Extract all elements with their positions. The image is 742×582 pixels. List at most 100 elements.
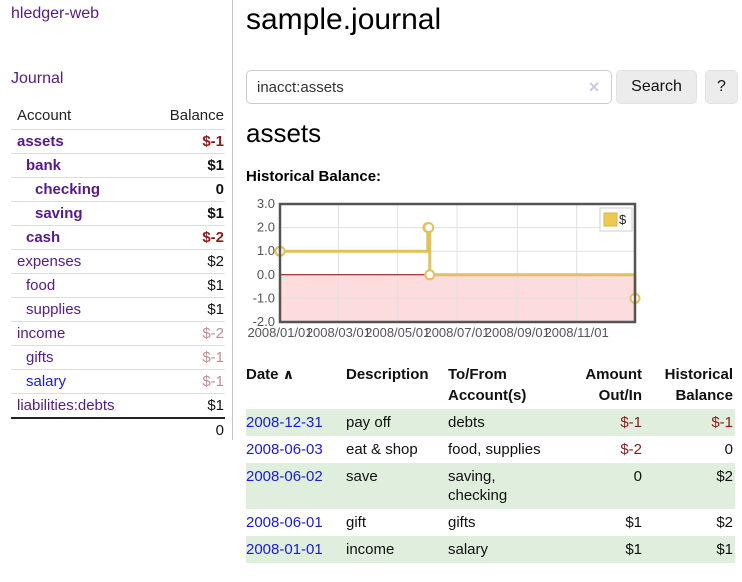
register-table: Date ∧ Description To/From Account(s) Am… (246, 361, 735, 563)
accounts-header-balance: Balance (169, 107, 224, 124)
account-balance: $-1 (145, 345, 225, 370)
account-balance: $-1 (145, 369, 225, 394)
y-axis-tick-label: -2.0 (253, 314, 275, 329)
transaction-description: income (346, 541, 395, 558)
register-header-amount: Amount Out/In (585, 366, 642, 404)
transaction-historical-balance: 0 (724, 441, 733, 458)
x-axis-tick-label: 2008/05/01 (365, 325, 430, 340)
account-balance: 0 (145, 177, 225, 202)
search-bar: × Search ? (246, 70, 742, 104)
account-link[interactable]: assets (17, 133, 64, 150)
account-link[interactable]: gifts (26, 349, 54, 366)
help-button[interactable]: ? (705, 70, 738, 104)
transaction-amount: $-2 (620, 441, 642, 458)
account-row: gifts $-1 (11, 345, 225, 370)
transaction-date-link[interactable]: 2008-06-03 (246, 441, 323, 458)
legend-label: $ (619, 212, 627, 227)
account-balance: $1 (145, 297, 225, 322)
register-row: 2008-06-01 gift gifts $1 $2 (246, 509, 735, 536)
plot-border (278, 202, 637, 324)
account-balance: $1 (145, 201, 225, 226)
page-title: sample.journal (246, 3, 442, 36)
x-axis-tick-label: 2008/09/01 (485, 325, 550, 340)
accounts-total-value: 0 (145, 417, 225, 442)
x-axis-tick-label: 2008/11/01 (545, 325, 609, 340)
chart-title: Historical Balance: (246, 168, 382, 185)
data-point (423, 222, 435, 234)
y-axis-tick-label: -1.0 (253, 290, 275, 305)
register-header-description: Description (346, 366, 429, 383)
y-axis-tick-label: 2.0 (257, 220, 275, 235)
account-link[interactable]: cash (26, 229, 61, 246)
account-row: food $1 (11, 273, 225, 298)
account-link[interactable]: checking (35, 181, 101, 198)
account-balance: $1 (145, 273, 225, 298)
account-row: supplies $1 (11, 297, 225, 322)
register-row: 2008-06-02 save saving, checking 0 $2 (246, 463, 735, 509)
account-link[interactable]: expenses (17, 253, 82, 270)
account-link[interactable]: supplies (26, 301, 82, 318)
account-row: expenses $2 (11, 249, 225, 274)
register-header-tofrom: To/From Account(s) (448, 366, 527, 404)
account-balance: $-2 (145, 321, 225, 346)
account-heading: assets (246, 118, 322, 148)
search-input[interactable] (246, 70, 612, 104)
register-row: 2008-06-03 eat & shop food, supplies $-2 0 (246, 436, 735, 463)
account-balance: $-1 (145, 129, 225, 154)
x-axis-tick-label: 2008/01/01 (247, 325, 312, 340)
y-axis-tick-label: 1.0 (257, 243, 275, 258)
transaction-amount: $1 (625, 514, 642, 531)
account-link[interactable]: income (17, 325, 66, 342)
account-balance: $1 (145, 393, 225, 418)
account-link[interactable]: liabilities:debts (17, 397, 115, 414)
sidebar: hledger-web Journal Account Balance asse… (0, 0, 233, 442)
sidebar-item-journal[interactable]: Journal (11, 70, 64, 87)
register-row: 2008-01-01 income salary $1 $1 (246, 536, 735, 563)
account-balance: $2 (145, 249, 225, 274)
account-row: liabilities:debts $1 (11, 393, 225, 418)
transaction-historical-balance: $1 (716, 541, 733, 558)
accounts-total-row: 0 (11, 417, 225, 442)
data-point (424, 269, 436, 281)
x-axis-tick-label: 2008/07/01 (424, 325, 489, 340)
accounts-table: Account Balance assets $-1 bank $1 checking 0… (11, 103, 225, 442)
account-row: bank $1 (11, 153, 225, 178)
transaction-date-link[interactable]: 2008-06-02 (246, 468, 323, 485)
transaction-date-link[interactable]: 2008-01-01 (246, 541, 323, 558)
transaction-historical-balance: $2 (716, 514, 733, 531)
account-row: income $-2 (11, 321, 225, 346)
transaction-accounts: salary (448, 541, 489, 558)
transaction-historical-balance: $-1 (711, 414, 733, 431)
transaction-accounts: gifts (448, 514, 476, 531)
transaction-date-link[interactable]: 2008-12-31 (246, 414, 323, 431)
register-header-date[interactable]: Date ∧ (246, 366, 295, 383)
transaction-date-link[interactable]: 2008-06-01 (246, 514, 323, 531)
account-row: assets $-1 (11, 129, 225, 154)
account-balance: $1 (145, 153, 225, 178)
y-axis-tick-label: 3.0 (257, 196, 275, 211)
historical-balance-chart: $3.0 2.0 1.0 0.0 -1.0 -2.0 2008/01/01 2008/03/0… (238, 194, 648, 346)
sort-asc-icon: ∧ (282, 366, 295, 382)
clear-search-icon[interactable]: × (588, 77, 600, 97)
account-balance: $-2 (145, 225, 225, 250)
account-row: salary $-1 (11, 369, 225, 394)
x-axis-tick-label: 2008/03/01 (306, 325, 371, 340)
account-link[interactable]: saving (35, 205, 83, 222)
account-row: saving $1 (11, 201, 225, 226)
search-button[interactable]: Search (616, 70, 697, 104)
y-axis-tick-label: 0.0 (257, 267, 275, 282)
transaction-accounts: food, supplies (448, 441, 541, 458)
transaction-accounts: debts (448, 414, 485, 431)
account-link[interactable]: salary (26, 373, 67, 390)
register-row: 2008-12-31 pay off debts $-1 $-1 (246, 409, 735, 436)
transaction-description: eat & shop (346, 441, 418, 458)
account-link[interactable]: bank (26, 157, 62, 174)
app-title-link[interactable]: hledger-web (11, 5, 100, 22)
transaction-amount: $-1 (620, 414, 642, 431)
transaction-description: pay off (346, 414, 391, 431)
chart-svg: $3.0 2.0 1.0 0.0 -1.0 -2.02008/01/012008/03/0… (247, 196, 641, 340)
transaction-accounts: saving, checking (448, 468, 508, 504)
transaction-description: gift (346, 514, 367, 531)
accounts-header-account: Account (17, 107, 72, 124)
account-link[interactable]: food (26, 277, 56, 294)
